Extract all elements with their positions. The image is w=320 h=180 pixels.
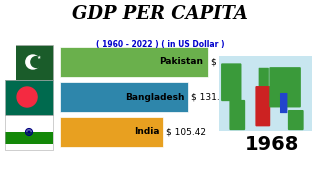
Bar — [5, 114, 53, 150]
Bar — [5, 44, 53, 80]
Bar — [60, 117, 163, 147]
FancyBboxPatch shape — [229, 100, 245, 130]
Bar — [5, 120, 53, 132]
Circle shape — [26, 55, 40, 69]
FancyBboxPatch shape — [255, 86, 270, 126]
Text: GDP PER CAPITA: GDP PER CAPITA — [72, 5, 248, 23]
Bar — [5, 120, 53, 132]
Bar — [5, 44, 16, 80]
Text: ( 1960 - 2022 ) ( in US Dollar ): ( 1960 - 2022 ) ( in US Dollar ) — [96, 40, 224, 49]
Text: $ 131.12: $ 131.12 — [191, 93, 232, 102]
Text: India: India — [134, 127, 159, 136]
Text: 1968: 1968 — [245, 136, 299, 154]
FancyBboxPatch shape — [259, 68, 269, 88]
Circle shape — [31, 57, 42, 68]
Text: $ 105.42: $ 105.42 — [166, 127, 206, 136]
Text: Bangladesh: Bangladesh — [125, 93, 184, 102]
Bar — [60, 47, 208, 77]
Text: ★: ★ — [37, 55, 41, 60]
Bar — [60, 82, 188, 112]
FancyBboxPatch shape — [288, 110, 304, 130]
FancyBboxPatch shape — [280, 93, 287, 113]
FancyBboxPatch shape — [269, 67, 301, 107]
Text: Pakistan: Pakistan — [160, 57, 204, 66]
FancyBboxPatch shape — [221, 63, 242, 101]
Bar — [5, 132, 53, 144]
Circle shape — [17, 87, 37, 107]
Text: $ 150.74: $ 150.74 — [211, 57, 251, 66]
Bar — [5, 80, 53, 114]
